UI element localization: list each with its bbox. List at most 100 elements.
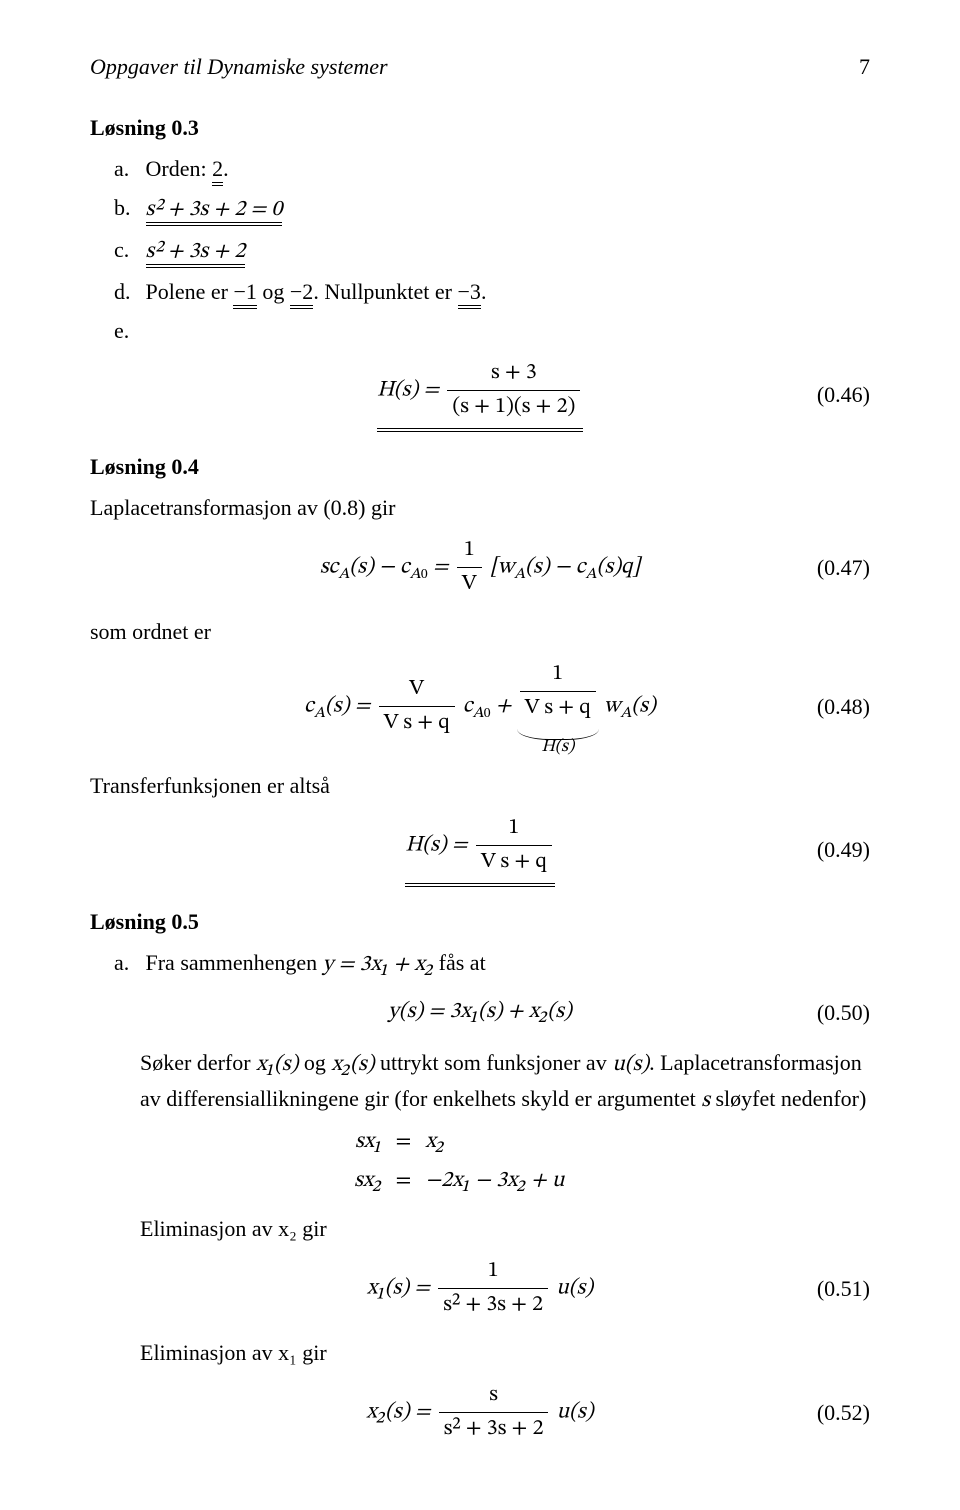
eq-048-body: cA(s) = V V s + q cA0 + 1 V s + q H(s) w… xyxy=(304,658,656,755)
para-t2: uttrykt som funksjoner av xyxy=(375,1050,613,1075)
losning-0-5: Løsning 0.5 xyxy=(90,905,870,938)
eq-046-den: (s + 1)(s + 2) xyxy=(447,390,580,424)
eq-050: y(s) = 3x₁(s) + x₂(s) (0.50) xyxy=(90,992,870,1032)
eq52-num: s xyxy=(439,1379,549,1412)
eq49-num: 1 xyxy=(476,812,552,845)
eq47-eq: = xyxy=(428,557,454,579)
eq-046-num: s + 3 xyxy=(447,357,580,390)
eq-047-num-label: (0.47) xyxy=(817,551,870,584)
eq-051: x₁(s) = 1 s² + 3s + 2 u(s) (0.51) xyxy=(90,1255,870,1322)
item-e: e. xyxy=(114,314,870,347)
item-e-label: e. xyxy=(114,314,140,347)
eq48-wA: w xyxy=(604,696,620,718)
item-c: c. s² + 3s + 2 xyxy=(114,233,870,269)
item-a-label: a. xyxy=(114,152,140,185)
item-b-expr: s² + 3s + 2 = 0 xyxy=(146,199,283,226)
eq47-brend: (s)q] xyxy=(597,557,641,579)
zero-1: −3 xyxy=(458,279,481,309)
eq47-den: V xyxy=(457,567,482,601)
para-t1: Søker derfor xyxy=(140,1050,256,1075)
eq47-frac: 1 V xyxy=(457,534,482,601)
item-d-mid: og xyxy=(257,279,290,304)
item-5a: a. Fra sammenhengen y = 3x₁ + x₂ fås at xyxy=(114,946,870,982)
losning-0-4: Løsning 0.4 xyxy=(90,450,870,483)
eq48-c: c xyxy=(304,696,314,718)
item-d-pre: Polene er xyxy=(146,279,234,304)
item-5a-pre: Fra sammenhengen xyxy=(146,950,323,975)
eq52-lhs: x₂(s) = xyxy=(366,1402,435,1424)
eq-047-body: scA(s) − cA0 = 1 V [wA(s) − cA(s)q] xyxy=(320,534,640,601)
item-5a-label: a. xyxy=(114,946,140,979)
page-number: 7 xyxy=(859,50,870,83)
eq-046-body: H(s) = s + 3 (s + 1)(s + 2) xyxy=(377,357,584,432)
eq47-mid1: (s) − c xyxy=(349,557,409,579)
eq49-lhs: H(s) = xyxy=(405,835,473,857)
eq51-lhs: x₁(s) = xyxy=(367,1278,435,1300)
eq-050-expr: y(s) = 3x₁(s) + x₂(s) xyxy=(388,996,572,1029)
eq49-frac: 1 V s + q xyxy=(476,812,552,879)
eq48-f2den: V s + q xyxy=(520,691,596,725)
text-ordnet: som ordnet er xyxy=(90,615,870,648)
eq52-rhs: u(s) xyxy=(557,1402,594,1424)
sys-r1-r: x₂ xyxy=(425,1126,564,1159)
item-d-per: . xyxy=(481,279,487,304)
item-c-expr: s² + 3s + 2 xyxy=(146,241,246,268)
eq-046-num-label: (0.46) xyxy=(817,378,870,411)
para-soker: Søker derfor x₁(s) og x₂(s) uttrykt som … xyxy=(140,1046,870,1118)
elim2: Eliminasjon av x₁ gir xyxy=(140,1336,870,1369)
item-a-value: 2 xyxy=(212,156,223,186)
eq-050-num-label: (0.50) xyxy=(817,996,870,1029)
eq48-plus: + xyxy=(490,696,516,718)
header-title: Oppgaver til Dynamiske systemer xyxy=(90,50,388,83)
eq-046-frac: s + 3 (s + 1)(s + 2) xyxy=(447,357,580,424)
eq47-sub00: 0 xyxy=(421,569,428,582)
eq-049-body: H(s) = 1 V s + q xyxy=(405,812,555,887)
sys-r1-l: sx₁ xyxy=(90,1126,382,1159)
eq-048: cA(s) = V V s + q cA0 + 1 V s + q H(s) w… xyxy=(90,658,870,755)
system-equations: sx₁ = x₂ sx₂ = −2x₁ − 3x₂ + u xyxy=(90,1126,870,1198)
para-x2: x₂(s) xyxy=(331,1054,374,1076)
elim1: Eliminasjon av x₂ gir xyxy=(140,1212,870,1245)
text-laplace: Laplacetransformasjon av (0.8) gir xyxy=(90,491,870,524)
eq-046: H(s) = s + 3 (s + 1)(s + 2) (0.46) xyxy=(90,357,870,432)
eq48-frac2: 1 V s + q xyxy=(520,658,596,725)
eq47-brsub2: A xyxy=(586,566,597,582)
para-og: og xyxy=(298,1050,331,1075)
item-a: a. Orden: 2. xyxy=(114,152,870,185)
item-a-period: . xyxy=(223,156,229,181)
eq49-den: V s + q xyxy=(476,845,552,879)
item-b-label: b. xyxy=(114,191,140,224)
eq48-frac1: V V s + q xyxy=(379,673,455,740)
eq47-brsub: A xyxy=(514,566,525,582)
eq51-frac: 1 s² + 3s + 2 xyxy=(438,1255,548,1322)
eq48-f1num: V xyxy=(379,673,455,706)
page-header: Oppgaver til Dynamiske systemer 7 xyxy=(90,50,870,83)
eq48-arg: (s) = xyxy=(325,696,376,718)
sys-r2-l: sx₂ xyxy=(90,1165,382,1198)
item-5a-rel: y = 3x₁ + x₂ xyxy=(323,954,433,976)
sys-r2-r: −2x₁ − 3x₂ + u xyxy=(425,1165,564,1198)
item-c-label: c. xyxy=(114,233,140,266)
para-t4: sløyfet nedenfor) xyxy=(710,1086,866,1111)
eq-046-lhs: H(s) = xyxy=(377,380,445,402)
eq51-num: 1 xyxy=(438,1255,548,1288)
eq-052: x₂(s) = s s² + 3s + 2 u(s) (0.52) xyxy=(90,1379,870,1446)
item-d-label: d. xyxy=(114,275,140,308)
item-d: d. Polene er −1 og −2. Nullpunktet er −3… xyxy=(114,275,870,308)
para-x1: x₁(s) xyxy=(256,1054,298,1076)
item-d-post: . xyxy=(313,279,324,304)
item-b: b. s² + 3s + 2 = 0 xyxy=(114,191,870,227)
eq48-subA: A xyxy=(314,705,325,721)
eq48-Hs: H(s) xyxy=(517,735,599,761)
eq47-num: 1 xyxy=(457,534,482,567)
eq47-sc: sc xyxy=(320,557,339,579)
eq48-underbrace-wrap: 1 V s + q H(s) xyxy=(517,658,599,755)
eq-052-body: x₂(s) = s s² + 3s + 2 u(s) xyxy=(366,1379,593,1446)
eq52-den: s² + 3s + 2 xyxy=(439,1412,549,1446)
eq47-subA0: A xyxy=(410,566,421,582)
eq-047: scA(s) − cA0 = 1 V [wA(s) − cA(s)q] (0.4… xyxy=(90,534,870,601)
eq52-frac: s s² + 3s + 2 xyxy=(439,1379,549,1446)
item-5a-post: fås at xyxy=(433,950,486,975)
eq-052-num-label: (0.52) xyxy=(817,1396,870,1429)
pole-2: −2 xyxy=(290,279,313,309)
